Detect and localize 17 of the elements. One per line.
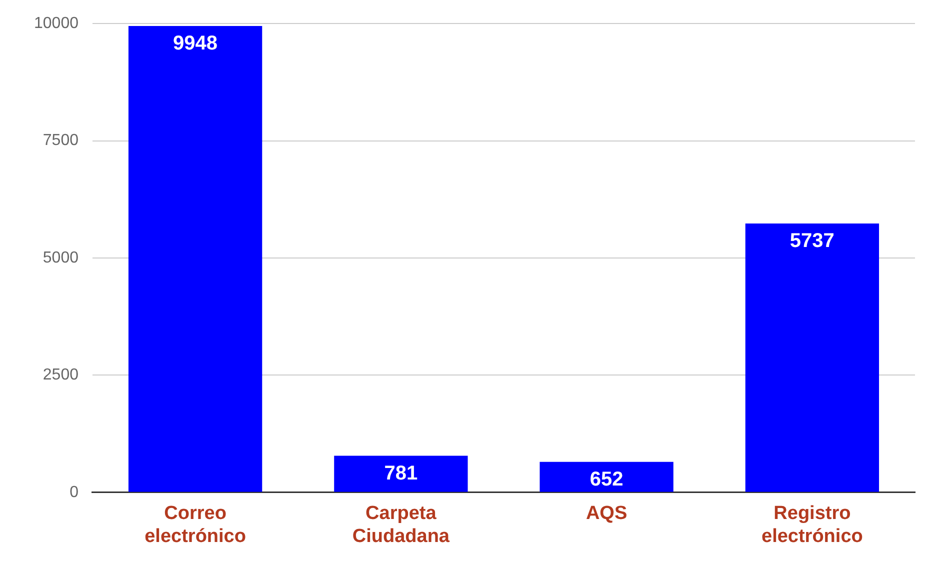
y-tick-label: 0 xyxy=(70,484,79,501)
bar xyxy=(745,223,880,492)
y-tick-label: 5000 xyxy=(42,249,79,266)
data-label: 5737 xyxy=(790,230,834,252)
data-label: 652 xyxy=(590,468,624,490)
x-tick-label: Correo electrónico xyxy=(144,503,246,547)
y-tick-label: 10000 xyxy=(34,15,79,32)
bar xyxy=(334,456,468,492)
x-tick-label: AQS xyxy=(586,503,628,524)
data-label: 9948 xyxy=(173,32,218,55)
x-tick-label: Carpeta Ciudadana xyxy=(352,503,450,547)
x-tick-label: Registro electrónico xyxy=(762,503,863,547)
y-tick-label: 2500 xyxy=(42,366,79,384)
bar xyxy=(128,26,262,492)
data-label: 781 xyxy=(384,462,418,484)
bar xyxy=(540,462,674,492)
y-tick-label: 7500 xyxy=(42,132,79,150)
